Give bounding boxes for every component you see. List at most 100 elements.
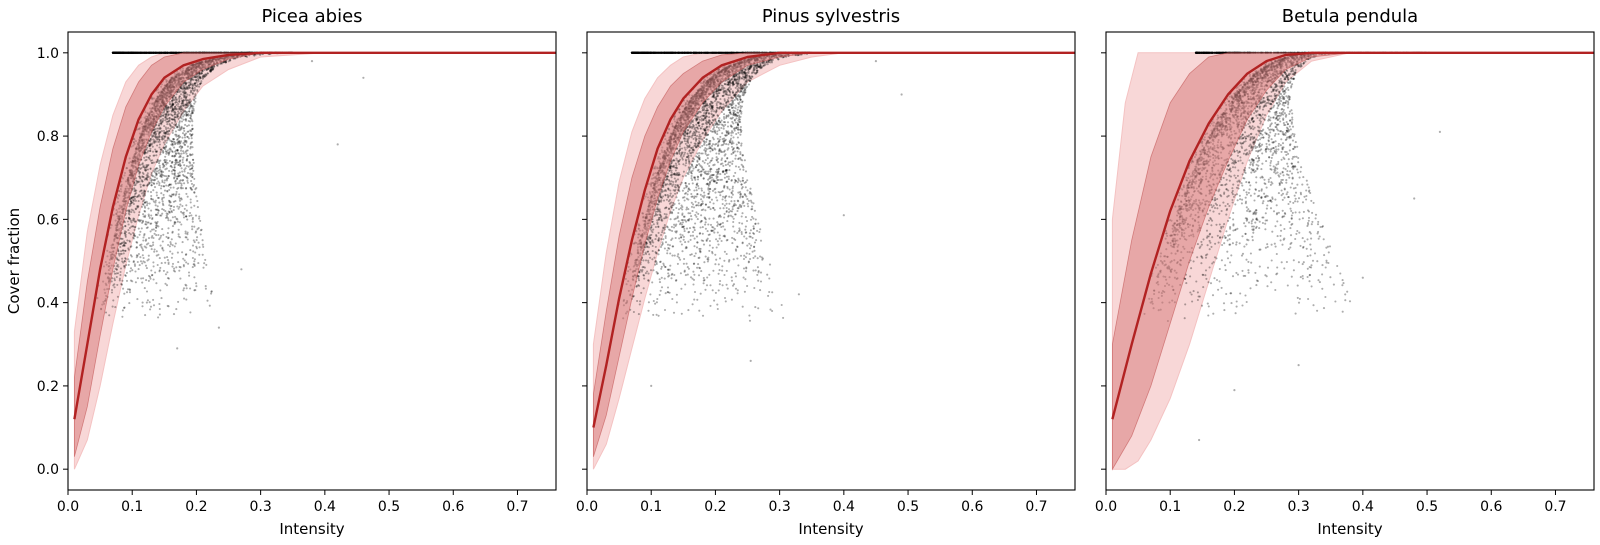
scatter-point xyxy=(148,144,151,147)
scatter-point xyxy=(162,51,165,54)
scatter-point xyxy=(173,113,176,116)
scatter-point xyxy=(147,237,151,240)
scatter-point xyxy=(151,159,154,162)
scatter-point xyxy=(119,51,122,54)
scatter-point xyxy=(174,101,177,104)
scatter-point xyxy=(151,135,154,138)
scatter-point xyxy=(174,51,177,54)
scatter-point xyxy=(154,51,157,54)
scatter-point xyxy=(119,51,122,54)
scatter-point xyxy=(133,184,136,187)
scatter-point xyxy=(165,130,168,133)
scatter-point xyxy=(174,158,178,161)
scatter-point xyxy=(128,302,131,305)
scatter-point xyxy=(150,209,153,212)
scatter-point xyxy=(129,51,132,54)
scatter-point xyxy=(116,51,119,54)
scatter-point xyxy=(190,77,193,80)
scatter-point xyxy=(187,102,190,105)
scatter-point xyxy=(157,140,160,143)
scatter-point xyxy=(191,228,194,231)
scatter-point xyxy=(150,197,153,200)
scatter-point xyxy=(165,161,168,164)
scatter-point xyxy=(177,163,180,167)
scatter-point xyxy=(154,150,157,153)
scatter-point xyxy=(149,167,152,170)
scatter-point xyxy=(153,179,156,182)
scatter-point xyxy=(148,140,151,143)
scatter-point xyxy=(170,110,173,113)
scatter-point xyxy=(137,214,141,217)
scatter-point xyxy=(167,243,170,247)
scatter-point xyxy=(154,178,157,181)
scatter-point xyxy=(209,66,213,69)
scatter-point xyxy=(166,216,169,219)
scatter-point xyxy=(143,151,146,154)
scatter-point xyxy=(133,226,136,229)
scatter-point xyxy=(166,51,169,54)
scatter-point xyxy=(147,207,150,210)
scatter-point xyxy=(173,163,176,166)
scatter-point xyxy=(134,51,137,54)
scatter-point xyxy=(142,195,145,198)
scatter-point xyxy=(185,101,189,104)
scatter-point xyxy=(184,187,188,190)
scatter-point xyxy=(159,166,162,169)
scatter-point xyxy=(130,208,133,211)
scatter-point xyxy=(112,51,115,54)
scatter-point xyxy=(191,112,194,115)
scatter-point xyxy=(169,51,172,54)
scatter-point xyxy=(154,271,157,274)
scatter-point xyxy=(173,245,176,248)
scatter-point xyxy=(156,127,159,130)
scatter-point xyxy=(204,258,207,261)
scatter-point xyxy=(141,305,144,308)
scatter-point xyxy=(113,51,116,54)
scatter-point xyxy=(159,51,162,54)
scatter-point xyxy=(152,170,155,173)
scatter-point xyxy=(135,241,138,244)
scatter-point xyxy=(120,250,123,253)
scatter-point xyxy=(131,51,135,54)
scatter-point xyxy=(175,51,178,54)
scatter-point xyxy=(123,260,126,263)
scatter-point xyxy=(143,209,146,213)
scatter-point xyxy=(187,262,190,265)
scatter-point xyxy=(168,51,171,54)
scatter-point xyxy=(193,76,197,79)
scatter-point xyxy=(168,138,171,141)
scatter-point xyxy=(163,165,166,168)
scatter-point xyxy=(163,51,166,54)
scatter-point xyxy=(166,137,169,140)
scatter-point xyxy=(127,212,130,215)
scatter-point xyxy=(180,87,183,90)
scatter-point xyxy=(120,51,123,54)
scatter-point xyxy=(193,191,196,194)
scatter-point xyxy=(151,198,155,201)
scatter-point xyxy=(130,196,133,199)
scatter-point xyxy=(191,153,194,156)
scatter-point xyxy=(229,59,232,62)
scatter-point xyxy=(121,315,124,318)
scatter-point xyxy=(158,51,161,54)
scatter-point xyxy=(175,133,178,136)
scatter-point xyxy=(185,141,188,144)
scatter-point xyxy=(180,112,183,116)
scatter-point xyxy=(186,154,189,157)
scatter-point xyxy=(174,159,177,162)
scatter-point xyxy=(199,229,202,232)
scatter-point xyxy=(157,51,160,54)
scatter-point xyxy=(149,305,153,308)
scatter-point xyxy=(152,265,155,268)
scatter-point xyxy=(195,239,198,242)
scatter-point xyxy=(143,151,146,155)
scatter-point xyxy=(192,169,195,172)
scatter-point xyxy=(177,96,181,100)
scatter-point xyxy=(171,144,174,147)
scatter-point xyxy=(139,189,143,192)
scatter-point xyxy=(132,231,135,235)
scatter-point xyxy=(186,157,189,161)
scatter-point xyxy=(153,248,156,251)
scatter-point xyxy=(161,202,164,205)
scatter-point xyxy=(179,164,182,167)
